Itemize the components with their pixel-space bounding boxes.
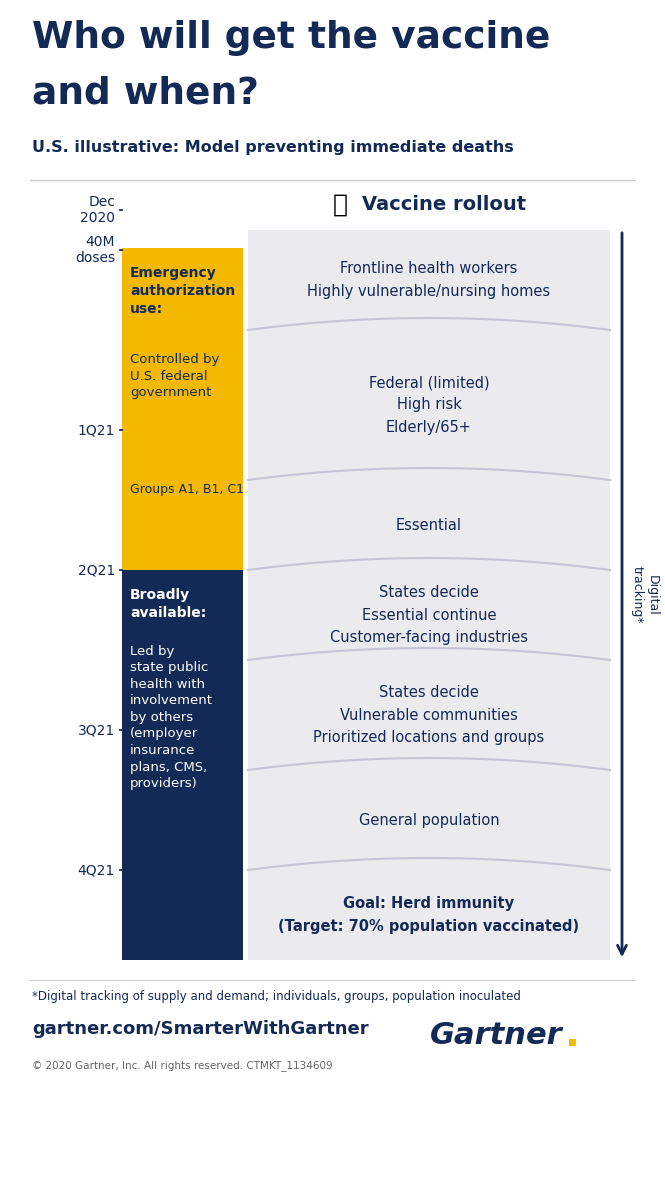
Text: General population: General population [358,812,499,828]
Text: Goal: Herd immunity
(Target: 70% population vaccinated): Goal: Herd immunity (Target: 70% populat… [279,897,580,933]
Text: *Digital tracking of supply and demand; individuals, groups, population inoculat: *Digital tracking of supply and demand; … [32,990,521,1003]
Text: Emergency
authorization
use:: Emergency authorization use: [130,266,235,315]
Text: Essential: Essential [396,517,462,533]
Text: 💉: 💉 [332,193,348,217]
Text: Broadly
available:: Broadly available: [130,588,206,620]
Text: Digital
tracking*: Digital tracking* [631,566,659,624]
Text: 2Q21: 2Q21 [78,563,115,578]
Bar [122,570,243,959]
Text: Who will get the vaccine: Who will get the vaccine [32,20,551,56]
Text: Gartner: Gartner [430,1020,563,1050]
Text: U.S. illustrative: Model preventing immediate deaths: U.S. illustrative: Model preventing imme… [32,140,514,155]
Text: Dec
2020: Dec 2020 [80,195,115,225]
Text: .: . [565,1016,580,1054]
Text: Frontline health workers
Highly vulnerable/nursing homes: Frontline health workers Highly vulnerab… [307,261,551,299]
Bar [122,248,243,570]
Text: gartner.com/SmarterWithGartner: gartner.com/SmarterWithGartner [32,1020,368,1038]
Bar [248,230,610,959]
Text: 3Q21: 3Q21 [78,723,115,737]
Text: Groups A1, B1, C1: Groups A1, B1, C1 [130,483,244,496]
Text: 40M
doses: 40M doses [75,235,115,266]
Text: and when?: and when? [32,75,259,111]
Text: 4Q21: 4Q21 [78,863,115,876]
Text: Vaccine rollout: Vaccine rollout [362,196,526,215]
Text: © 2020 Gartner, Inc. All rights reserved. CTMKT_1134609: © 2020 Gartner, Inc. All rights reserved… [32,1060,332,1071]
Text: Federal (limited)
High risk
Elderly/65+: Federal (limited) High risk Elderly/65+ [368,375,489,435]
Text: Led by
state public
health with
involvement
by others
(employer
insurance
plans,: Led by state public health with involvem… [130,645,213,790]
Text: States decide
Vulnerable communities
Prioritized locations and groups: States decide Vulnerable communities Pri… [313,686,545,745]
Text: Controlled by
U.S. federal
government: Controlled by U.S. federal government [130,353,219,398]
Text: 1Q21: 1Q21 [78,423,115,436]
Text: States decide
Essential continue
Customer-facing industries: States decide Essential continue Custome… [330,586,528,645]
